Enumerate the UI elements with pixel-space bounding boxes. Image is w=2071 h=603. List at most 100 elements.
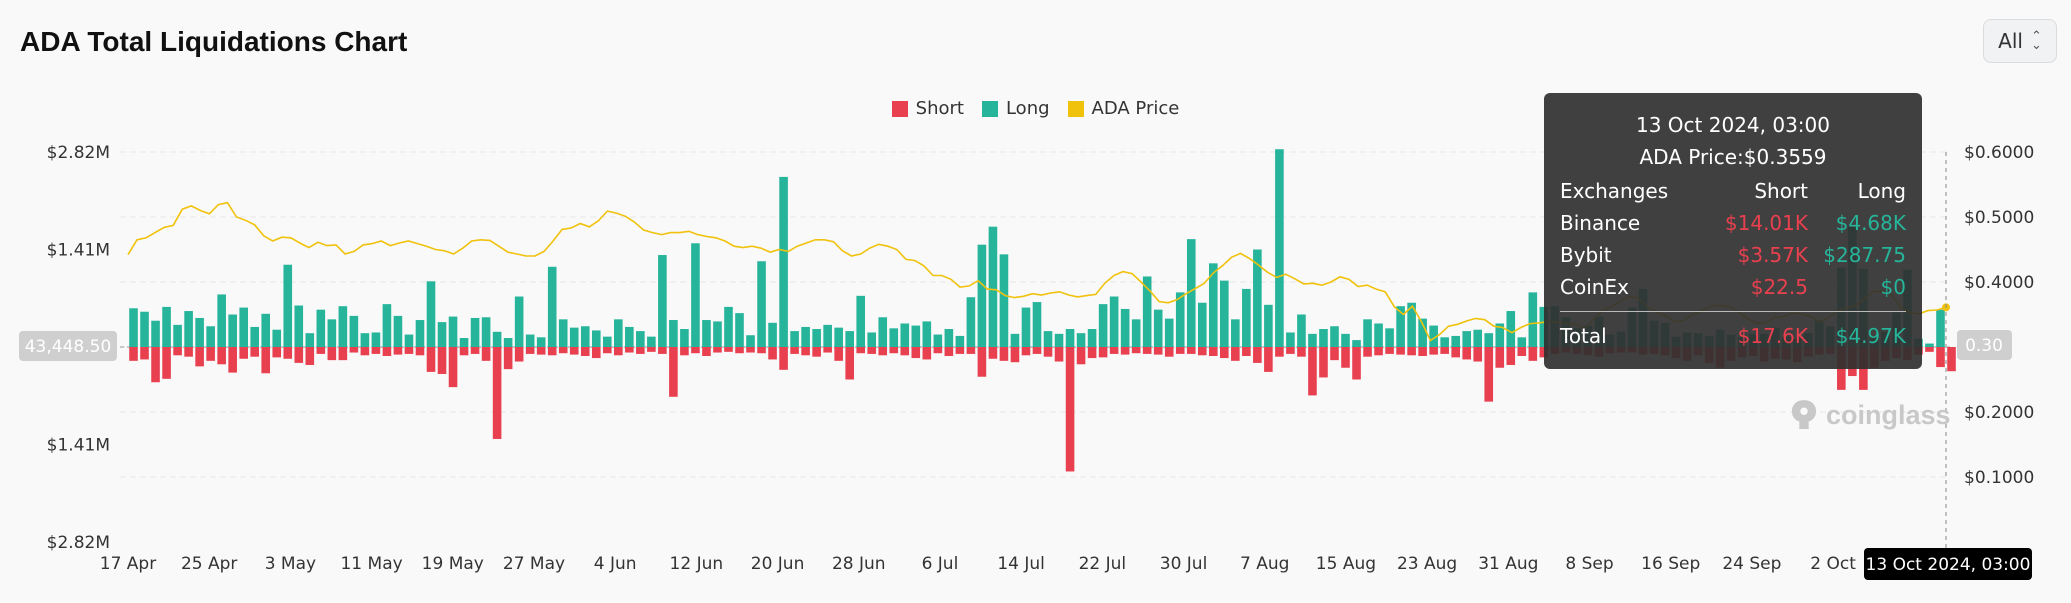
long-bar xyxy=(261,313,271,347)
long-bar xyxy=(173,324,182,347)
x-axis-tick-label: 25 Apr xyxy=(181,554,237,574)
tooltip-row-coinex: CoinEx $22.5 $0 xyxy=(1560,271,1906,303)
long-bar xyxy=(371,332,381,347)
short-bar xyxy=(1109,347,1119,354)
x-axis-tick-label: 6 Jul xyxy=(922,554,959,574)
tooltip-short-value: $3.57K xyxy=(1737,243,1808,267)
legend-item-short[interactable]: Short xyxy=(891,98,964,119)
short-bar xyxy=(1275,347,1284,357)
long-bar xyxy=(669,320,678,347)
long-bar xyxy=(647,336,656,347)
short-bar xyxy=(1473,347,1483,362)
long-bar xyxy=(151,320,160,347)
long-bar xyxy=(525,334,535,347)
long-bar xyxy=(680,329,689,347)
x-axis: 17 Apr 25 Apr 3 May 11 May 19 May 27 May 4 Jun… xyxy=(100,554,1856,574)
short-bar xyxy=(1297,347,1306,357)
long-bar xyxy=(1473,329,1483,347)
long-bar xyxy=(1142,276,1152,347)
short-bar xyxy=(1153,347,1163,355)
long-bar xyxy=(1208,263,1218,347)
x-axis-tick-label: 7 Aug xyxy=(1240,554,1289,574)
long-bar xyxy=(1175,292,1185,347)
short-bar xyxy=(470,347,480,354)
long-bar xyxy=(1242,288,1251,347)
coinglass-watermark: coinglass xyxy=(1790,398,1951,432)
short-bar xyxy=(536,347,546,355)
short-bar xyxy=(1208,347,1218,356)
long-bar xyxy=(1385,328,1394,347)
long-bar xyxy=(1451,335,1460,347)
short-bar xyxy=(1231,347,1240,361)
long-bar xyxy=(393,315,403,347)
long-bar xyxy=(1021,307,1031,347)
short-bar xyxy=(195,347,204,367)
short-bar xyxy=(1032,347,1042,354)
long-bar xyxy=(547,266,557,347)
long-bar xyxy=(250,326,260,347)
short-bar xyxy=(1330,347,1339,361)
long-bar xyxy=(503,338,513,347)
short-bar xyxy=(856,347,866,354)
left-axis-tick-label: $1.41M xyxy=(47,436,110,456)
tooltip-short-value: $14.01K xyxy=(1724,211,1808,235)
short-bar xyxy=(1517,347,1527,356)
tooltip-long-value: $4.68K xyxy=(1835,211,1906,235)
short-bar xyxy=(900,347,910,356)
long-bar xyxy=(1341,333,1350,347)
short-bar xyxy=(944,347,954,356)
short-bar xyxy=(1925,347,1934,352)
legend-label-ada-price: ADA Price xyxy=(1091,98,1180,119)
long-bar xyxy=(724,306,733,347)
legend-item-ada-price[interactable]: ADA Price xyxy=(1067,98,1180,119)
long-bar xyxy=(944,329,954,347)
long-bar xyxy=(1032,302,1042,347)
short-bar xyxy=(1418,347,1427,356)
long-bar xyxy=(1484,333,1494,347)
short-bar xyxy=(735,347,744,354)
long-bar xyxy=(1220,280,1229,347)
short-bar xyxy=(1197,347,1207,356)
long-bar xyxy=(757,261,766,347)
long-bar xyxy=(129,308,138,347)
range-select[interactable]: All ⌃ ⌄ xyxy=(1983,19,2057,63)
long-bar xyxy=(360,333,370,347)
short-bar xyxy=(1120,347,1130,355)
long-bar xyxy=(1330,326,1339,347)
short-bar xyxy=(1936,347,1945,368)
short-bar xyxy=(1440,347,1449,354)
long-bar xyxy=(426,281,436,347)
tooltip-exchange: CoinEx xyxy=(1560,275,1629,299)
long-bar xyxy=(1506,311,1516,347)
x-axis-tick-label: 27 May xyxy=(503,554,565,574)
long-bar xyxy=(1925,343,1934,347)
long-bar xyxy=(239,307,248,347)
short-bar xyxy=(1352,347,1361,380)
short-bar xyxy=(922,347,932,360)
tooltip-total-row: Total $17.6K $4.97K xyxy=(1560,320,1906,352)
short-bar xyxy=(1947,347,1956,372)
long-bar xyxy=(1517,337,1527,347)
legend: Short Long ADA Price xyxy=(0,98,2071,119)
tooltip-divider xyxy=(1560,311,1906,312)
short-bar xyxy=(1131,347,1141,354)
short-bar xyxy=(933,347,943,354)
short-bar xyxy=(845,347,854,380)
short-bar xyxy=(878,347,888,356)
crosshair-x-label: 13 Oct 2024, 03:00 xyxy=(1866,555,2031,575)
long-bar xyxy=(272,329,282,347)
short-bar xyxy=(448,347,458,388)
long-bar xyxy=(1539,306,1549,347)
short-bar xyxy=(228,347,237,373)
short-bar xyxy=(404,347,414,354)
long-bar xyxy=(790,331,799,347)
short-bar xyxy=(151,347,160,383)
long-bar xyxy=(1076,333,1086,347)
long-bar xyxy=(1374,323,1383,347)
short-bar xyxy=(823,347,832,353)
short-bar xyxy=(173,347,182,356)
long-bar xyxy=(1264,304,1273,347)
legend-item-long[interactable]: Long xyxy=(981,98,1050,119)
short-bar xyxy=(1429,347,1438,355)
short-bar xyxy=(250,347,260,357)
